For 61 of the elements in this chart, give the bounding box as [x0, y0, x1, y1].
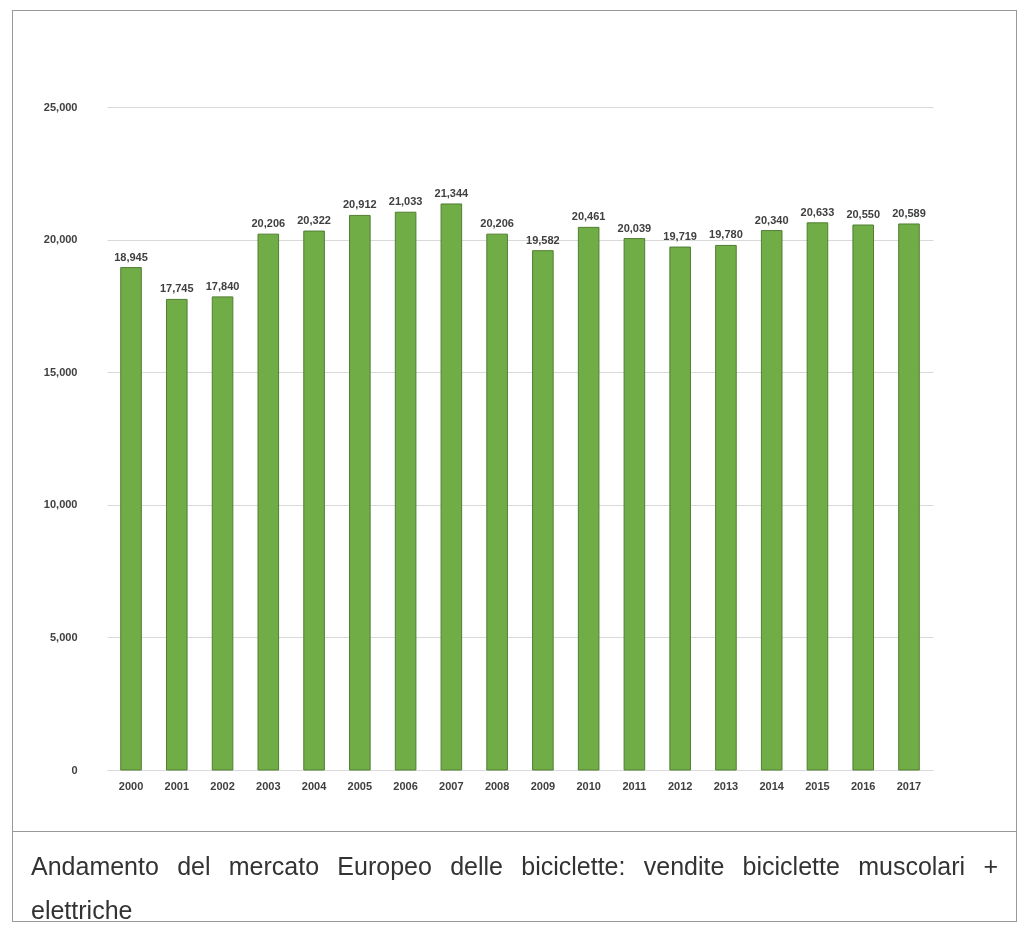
y-tick-label: 20,000 — [43, 233, 78, 246]
bar — [669, 246, 691, 771]
bar — [257, 233, 280, 771]
bar — [486, 233, 508, 771]
data-label: 20,206 — [251, 217, 286, 230]
bar — [623, 238, 646, 771]
data-label: 20,340 — [754, 213, 789, 226]
y-tick-label: 15,000 — [43, 365, 78, 378]
x-tick-label: 2008 — [484, 779, 510, 792]
x-tick-label: 2004 — [301, 779, 328, 792]
bar — [715, 244, 737, 771]
y-tick-label: 25,000 — [43, 100, 78, 113]
data-label: 18,945 — [114, 250, 148, 263]
data-label: 19,719 — [663, 230, 697, 243]
bar — [577, 226, 600, 771]
x-tick-label: 2001 — [164, 779, 190, 792]
bar — [852, 224, 875, 771]
data-label: 20,633 — [800, 205, 835, 218]
text: Andamento del mercato Europeo delle biciclette: vendite biciclette muscolari + elettriche — [31, 851, 998, 926]
x-tick-label: 2006 — [393, 779, 418, 792]
bar — [120, 267, 142, 771]
x-tick-label: 2014 — [759, 779, 785, 792]
data-label: 17,745 — [159, 282, 194, 295]
data-label: 19,780 — [709, 228, 743, 241]
bar — [760, 230, 783, 771]
data-label: 20,461 — [571, 210, 606, 223]
x-tick-label: 2002 — [210, 779, 235, 792]
data-label: 21,344 — [434, 186, 470, 199]
x-tick-label: 2005 — [347, 779, 373, 792]
x-tick-label: 2007 — [439, 779, 464, 792]
x-tick-label: 2017 — [896, 779, 922, 792]
bar — [303, 230, 325, 771]
data-label: 20,912 — [343, 198, 377, 211]
x-tick-label: 2016 — [850, 779, 876, 792]
data-label: 20,322 — [297, 214, 331, 227]
y-tick-label: 0 — [71, 763, 78, 776]
x-tick-label: 2013 — [713, 779, 739, 792]
bar — [211, 296, 234, 771]
y-tick-label: 5,000 — [49, 630, 78, 643]
bar — [394, 211, 417, 771]
bar — [165, 298, 188, 771]
data-label: 21,033 — [388, 195, 423, 208]
x-tick-label: 2015 — [805, 779, 830, 792]
bar — [806, 222, 829, 771]
y-tick-label: 10,000 — [43, 498, 78, 511]
x-tick-label: 2000 — [118, 779, 144, 792]
data-label: 20,589 — [892, 206, 926, 219]
bar — [532, 250, 554, 771]
data-label: 20,039 — [617, 221, 652, 234]
data-label: 20,550 — [846, 208, 881, 221]
data-label: 19,582 — [526, 233, 560, 246]
x-tick-label: 2011 — [622, 779, 647, 792]
x-tick-label: 2009 — [530, 779, 556, 792]
x-tick-label: 2012 — [667, 779, 693, 792]
x-tick-label: 2010 — [576, 779, 601, 792]
x-tick-label: 2003 — [256, 779, 281, 792]
bar — [440, 203, 463, 771]
bar — [898, 223, 920, 771]
data-label: 20,206 — [480, 217, 514, 230]
data-label: 17,840 — [205, 279, 240, 292]
bar — [349, 214, 371, 771]
